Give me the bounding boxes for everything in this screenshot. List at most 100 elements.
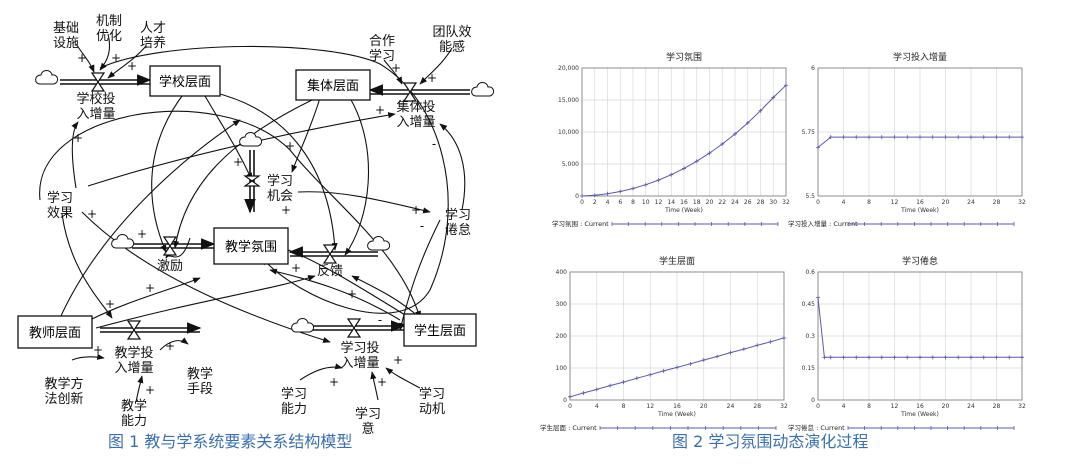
sign-plus: + [73,131,83,145]
stock-school: 学校层面 [159,74,211,90]
data-point [634,376,639,381]
stock-box [403,313,477,347]
link-opportunity-to-burnout [297,191,431,214]
aux-learning-ability-l1: 学习 [281,386,307,402]
x-tick-label: 28 [757,199,765,206]
x-tick-label: 2 [593,199,597,206]
data-point [969,135,973,140]
valve-collective [402,82,418,102]
valve-teacher [126,320,142,340]
x-tick-label: 22 [718,199,726,206]
sign-plus: + [93,343,103,357]
sign-plus: + [291,261,301,275]
y-tick-label: 5,000 [562,161,579,168]
data-point [828,135,833,140]
link-burnout-to-student [398,219,441,331]
aux-talent-l2: 培养 [140,35,166,51]
data-point [943,355,948,360]
data-point [981,355,986,360]
x-tick-label: 24 [727,403,735,410]
sign-plus: + [77,51,87,65]
x-tick-label: 32 [1018,403,1026,410]
stock-box [295,69,371,101]
aux-learning-wish-l2: 意 [361,421,374,437]
link-effect-to-school-in [71,121,79,189]
x-axis-label: Time (Week) [657,411,696,418]
data-point [930,135,935,140]
data-point [784,83,788,88]
aux-method-innovation-l1: 教学方 [44,376,83,392]
sign-plus: + [145,281,155,295]
data-point [768,339,773,344]
aux-team-efficacy-l1: 团队效 [432,25,471,40]
x-tick-label: 0 [568,403,572,410]
x-tick-label: 12 [891,199,899,206]
data-point [892,355,897,360]
x-tick-label: 14 [667,199,675,206]
link-effect-to-collective-in [87,112,396,187]
plot-frame [817,271,1023,401]
x-tick-label: 10 [642,199,650,206]
y-tick-label: 0.15 [802,365,816,372]
link-school-to-feedback [211,91,338,251]
data-point [994,135,999,140]
data-point [841,355,846,360]
x-tick-label: 28 [753,403,761,410]
data-point [675,365,679,370]
sign-plus: + [111,51,121,65]
data-point [969,355,973,360]
data-point [728,350,733,355]
x-tick-label: 0 [816,403,820,410]
link-ability-to-teacher-in [135,375,144,403]
x-tick-label: 4 [842,199,846,206]
chart-title: 学生层面 [659,255,695,267]
data-point [701,358,706,362]
data-point [568,394,572,399]
sign-plus: + [377,375,387,389]
legend-label: 学习氛围 : Current [552,219,609,228]
x-tick-label: 20 [700,403,708,410]
cloud-icon [471,82,495,97]
link-motivation-to-student-in [385,367,421,389]
data-point [994,355,999,360]
data-point [694,159,699,164]
stock-box [149,65,221,97]
clouds [35,70,495,333]
y-tick-label: 0 [575,193,579,200]
cloud-icon [367,236,391,251]
link-talent-to-school-in [107,45,147,79]
data-point [745,120,750,125]
series-line [817,297,1022,358]
sign-plus: + [145,383,155,397]
x-tick-label: 12 [646,403,654,410]
y-tick-label: 0 [811,397,815,404]
aux-learning-ability-l2: 能力 [281,402,307,417]
data-point [1020,135,1024,140]
data-point [854,135,859,140]
data-point [956,355,961,360]
aux-cooperation-l2: 学习 [369,48,395,64]
link-teacher-to-feedback [95,275,316,329]
plot-frame [581,67,787,197]
y-tick-label: 400 [556,269,568,276]
data-point [755,343,760,348]
aux-infrastructure-l2: 设施 [53,36,79,51]
aux-infrastructure-l1: 基础 [53,21,79,36]
link-student-to-atmosphere [269,268,401,321]
data-point [918,355,922,360]
data-point [816,295,820,300]
x-tick-label: 8 [867,403,871,410]
stock-atmosphere: 教学氛围 [225,239,277,255]
x-tick-label: 16 [916,199,924,206]
data-point [816,145,820,150]
x-tick-label: 0 [580,199,584,206]
aux-feedback: 反馈 [317,264,343,279]
valve-student [346,318,362,338]
data-point [618,189,623,194]
link-atmosphere-to-incentive [165,237,191,259]
data-point [771,95,776,100]
chart-panel: 学生层面 0 4 8 12 16 20 24 28 32 0 100 200 300 400 Time (We… [540,255,788,432]
rate-teacher-in-l1: 教学投 [114,345,153,361]
link-effect-to-student-in [81,211,331,343]
data-point [867,355,871,360]
